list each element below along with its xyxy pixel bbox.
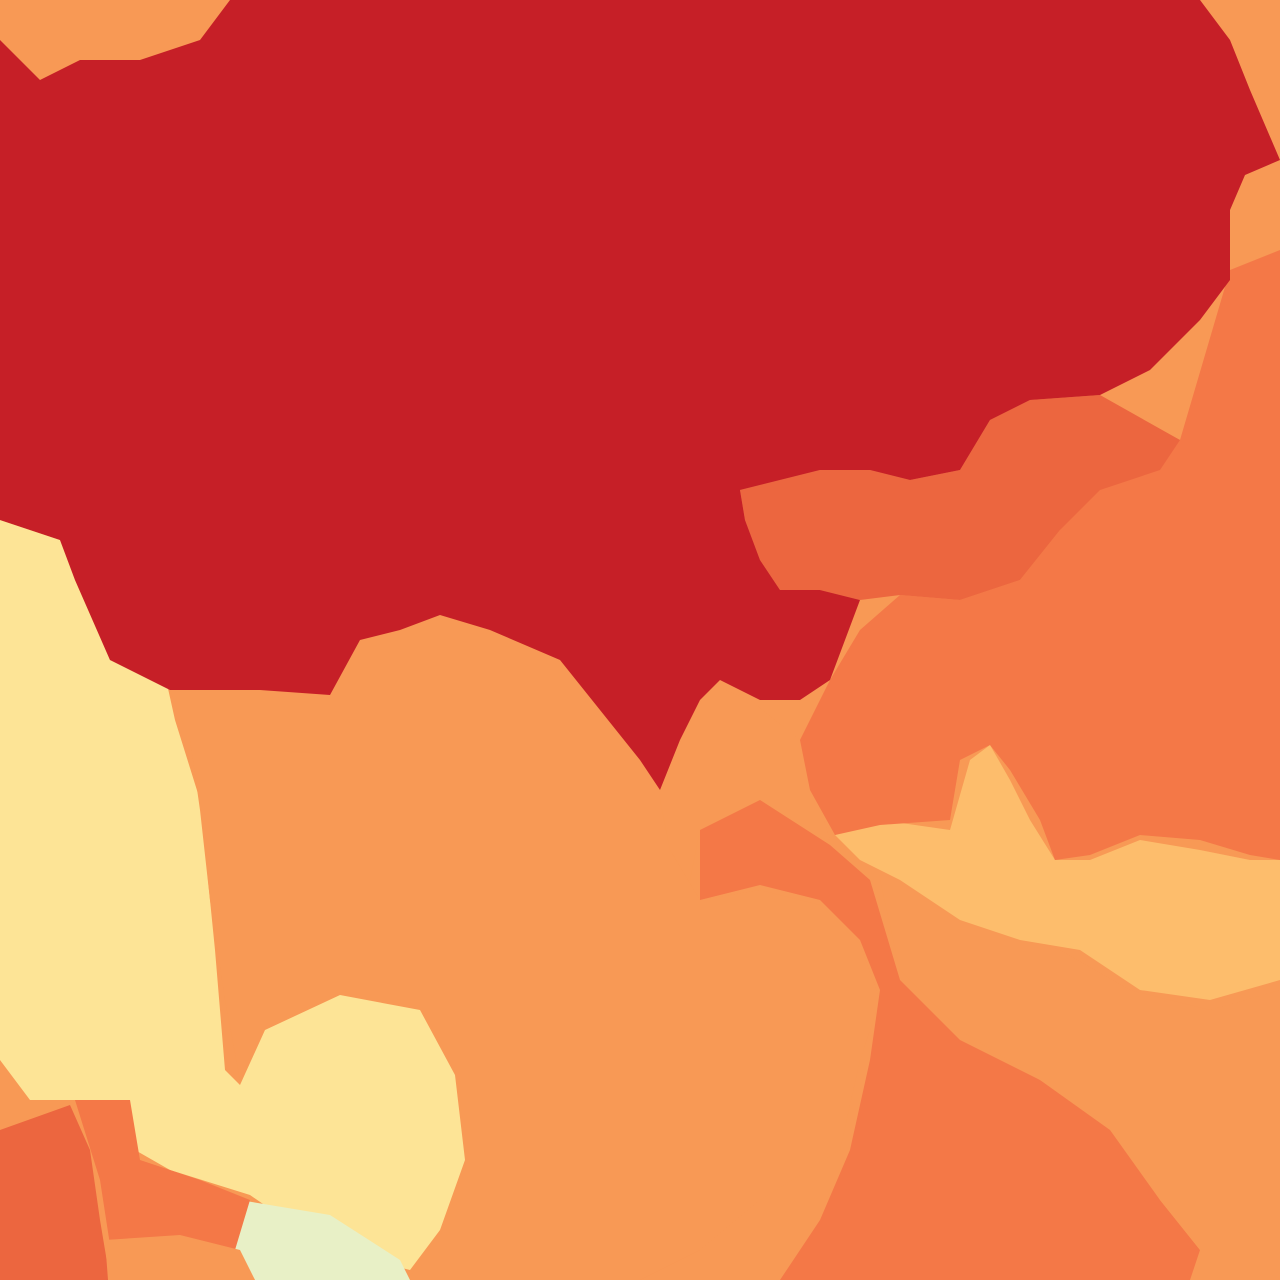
region-east-band[interactable] [740,395,1180,600]
region-south-center[interactable] [700,800,1200,1280]
region-west-strip[interactable] [0,520,245,1110]
region-south-blob[interactable] [130,995,465,1270]
region-central[interactable] [170,615,880,1280]
region-east-lower-light[interactable] [835,745,1280,1000]
region-south-bottom[interactable] [105,1235,255,1280]
region-southwest-red[interactable] [0,1105,110,1280]
region-central-notch[interactable] [660,680,830,880]
region-southwest-light[interactable] [235,1200,410,1280]
region-northwest-corner[interactable] [0,0,230,80]
region-north-central[interactable] [0,0,1280,790]
region-southeast[interactable] [880,880,1280,1280]
region-southwest-orange[interactable] [75,1100,250,1250]
